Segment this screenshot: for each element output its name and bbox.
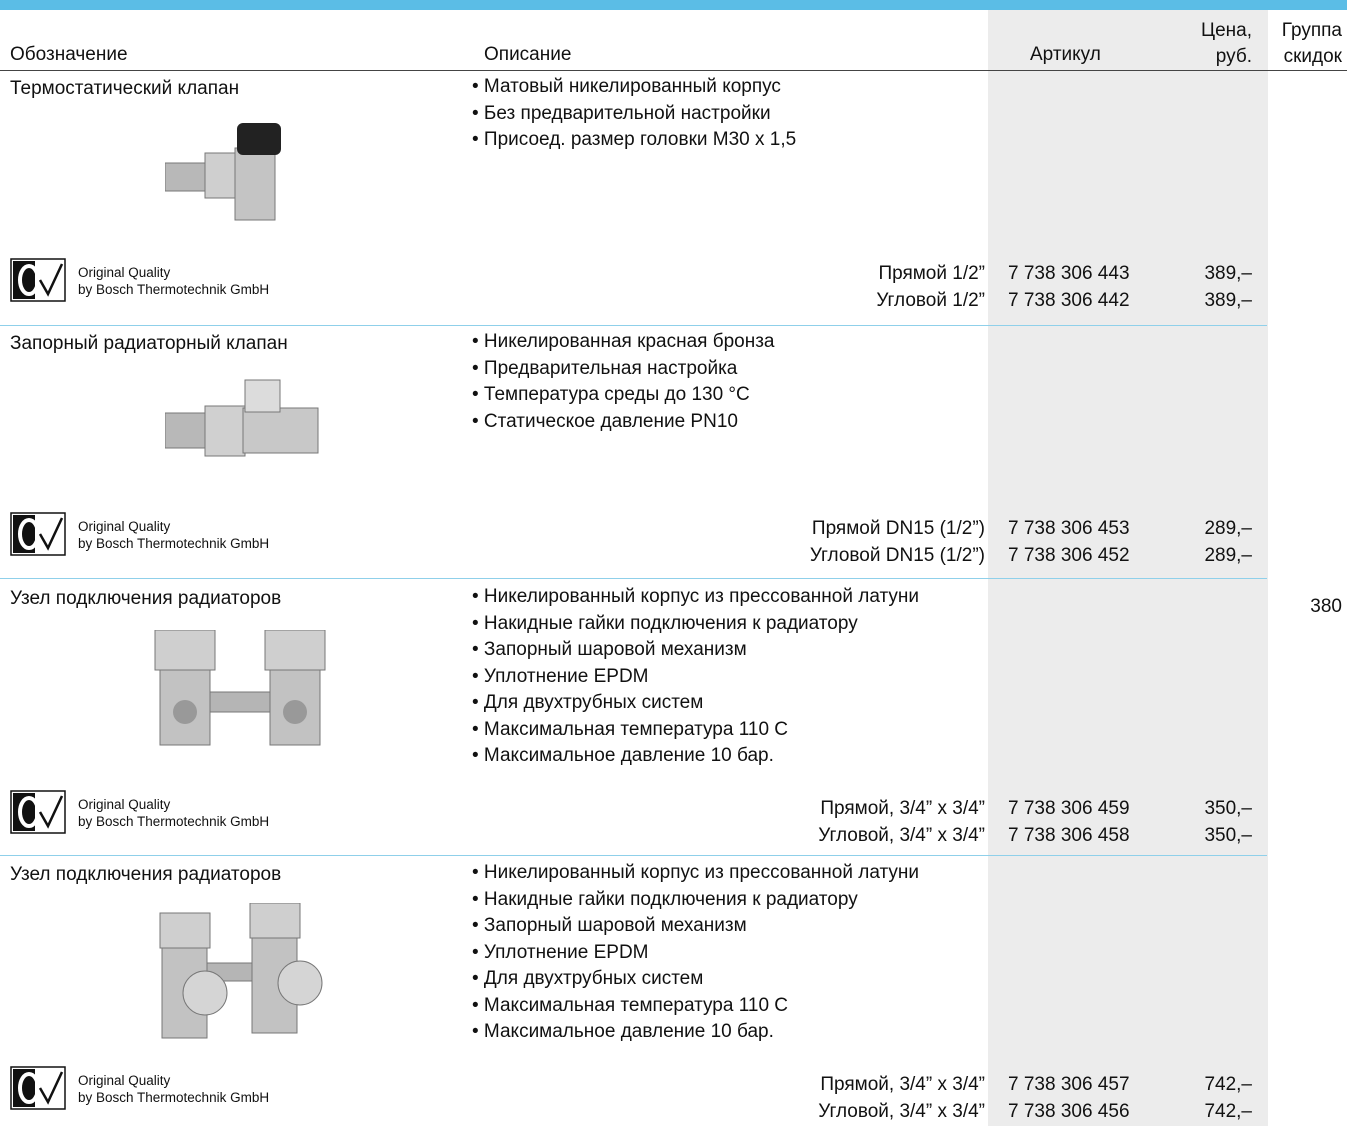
logo-icon [10,512,66,556]
description: • Никелированный корпус из прессованной … [472,584,942,770]
row-separator [0,855,1267,856]
logo-text: Original Quality by Bosch Thermotechnik G… [78,518,269,552]
variant: Угловой DN15 (1/2”) [809,545,985,566]
header-rule [0,70,1347,71]
variant: Угловой, 3/4” х 3/4” [818,825,985,846]
col-article: Артикул [1030,44,1101,65]
row-separator [0,578,1267,579]
col-designation: Обозначение [10,44,128,65]
logo-text: Original Quality by Bosch Thermotechnik G… [78,1072,269,1106]
quality-logo: Original Quality by Bosch Thermotechnik G… [10,258,310,302]
logo-line: Original Quality [78,797,171,812]
variant: Угловой 1/2” [876,290,985,311]
variant: Прямой, 3/4” х 3/4” [820,798,985,819]
logo-icon [10,258,66,302]
bullet: • Никелированный корпус из прессованной … [472,862,920,883]
article: 7 738 306 452 [1008,545,1130,566]
quality-logo: Original Quality by Bosch Thermotechnik G… [10,512,310,556]
price: 350,– [1204,825,1252,846]
col-group-line: скидок [1283,46,1342,67]
bullet: • Статическое давление PN10 [472,410,738,432]
bullet: • Накидные гайки подключения к радиатору [472,612,858,634]
product-image [165,379,319,457]
col-price: Цена, руб. [1160,18,1252,70]
description: • Никелированная красная бронза • Предвар… [472,329,942,435]
bullet: • Предварительная настройка [472,357,738,379]
col-description: Описание [484,44,572,65]
bullet: • Матовый никелированный корпус [472,76,781,97]
article: 7 738 306 458 [1008,825,1130,846]
bullet: • Для двухтрубных систем [472,968,704,989]
logo-line: Original Quality [78,519,171,534]
col-price-line: руб. [1215,46,1252,67]
article: 7 738 306 459 [1008,798,1130,819]
product-name: Узел подключения радиаторов [10,864,282,885]
product-name: Запорный радиаторный клапан [10,333,288,354]
col-group-line: Группа [1281,20,1342,41]
description: • Матовый никелированный корпус • Без пре… [472,74,942,154]
article: 7 738 306 453 [1008,518,1130,539]
logo-line: by Bosch Thermotechnik GmbH [78,536,270,551]
article: 7 738 306 442 [1008,290,1130,311]
price: 742,– [1204,1074,1252,1095]
col-price-line: Цена, [1201,20,1252,41]
article-column [988,10,1268,1126]
bullet: • Максимальная температура 110 С [472,994,789,1016]
title-band [0,0,1347,10]
bullet: • Никелированная красная бронза [472,331,775,352]
variant: Прямой DN15 (1/2”) [811,518,985,539]
variant: Прямой, 3/4” х 3/4” [820,1074,985,1095]
product-image [165,123,281,221]
discount-group: 380 [1310,596,1342,617]
logo-icon [10,1066,66,1110]
bullet: • Запорный шаровой механизм [472,639,747,660]
bullet: • Без предварительной настройки [472,102,771,124]
logo-text: Original Quality by Bosch Thermotechnik G… [78,264,269,298]
price: 289,– [1204,518,1252,539]
variant: Угловой, 3/4” х 3/4” [818,1101,985,1122]
row-separator [0,325,1267,326]
bullet: • Для двухтрубных систем [472,692,704,713]
logo-icon [10,790,66,834]
article: 7 738 306 443 [1008,263,1130,284]
product-image [159,903,323,1039]
price: 389,– [1204,263,1252,284]
product-name: Узел подключения радиаторов [10,588,282,609]
article: 7 738 306 457 [1008,1074,1130,1095]
logo-line: Original Quality [78,1073,171,1088]
logo-line: by Bosch Thermotechnik GmbH [78,814,270,829]
logo-line: Original Quality [78,265,171,280]
variant: Прямой 1/2” [878,263,985,284]
bullet: • Уплотнение EPDM [472,665,649,687]
bullet: • Накидные гайки подключения к радиатору [472,888,858,910]
bullet: • Максимальное давление 10 бар. [472,1021,774,1042]
bullet: • Максимальная температура 110 С [472,718,789,740]
bullet: • Уплотнение EPDM [472,941,649,963]
description: • Никелированный корпус из прессованной … [472,860,942,1046]
price: 742,– [1204,1101,1252,1122]
logo-line: by Bosch Thermotechnik GmbH [78,1090,270,1105]
quality-logo: Original Quality by Bosch Thermotechnik G… [10,790,310,834]
price: 389,– [1204,290,1252,311]
bullet: • Никелированный корпус из прессованной … [472,586,920,607]
quality-logo: Original Quality by Bosch Thermotechnik G… [10,1066,310,1110]
bullet: • Максимальное давление 10 бар. [472,745,774,766]
logo-text: Original Quality by Bosch Thermotechnik G… [78,796,269,830]
logo-line: by Bosch Thermotechnik GmbH [78,282,270,297]
article: 7 738 306 456 [1008,1101,1130,1122]
col-group: Группа скидок [1262,18,1342,70]
bullet: • Присоед. размер головки М30 х 1,5 [472,129,797,150]
product-name: Термостатический клапан [10,78,240,99]
bullet: • Температура среды до 130 °С [472,384,750,405]
price: 289,– [1204,545,1252,566]
price: 350,– [1204,798,1252,819]
bullet: • Запорный шаровой механизм [472,915,747,936]
product-image [154,630,326,746]
